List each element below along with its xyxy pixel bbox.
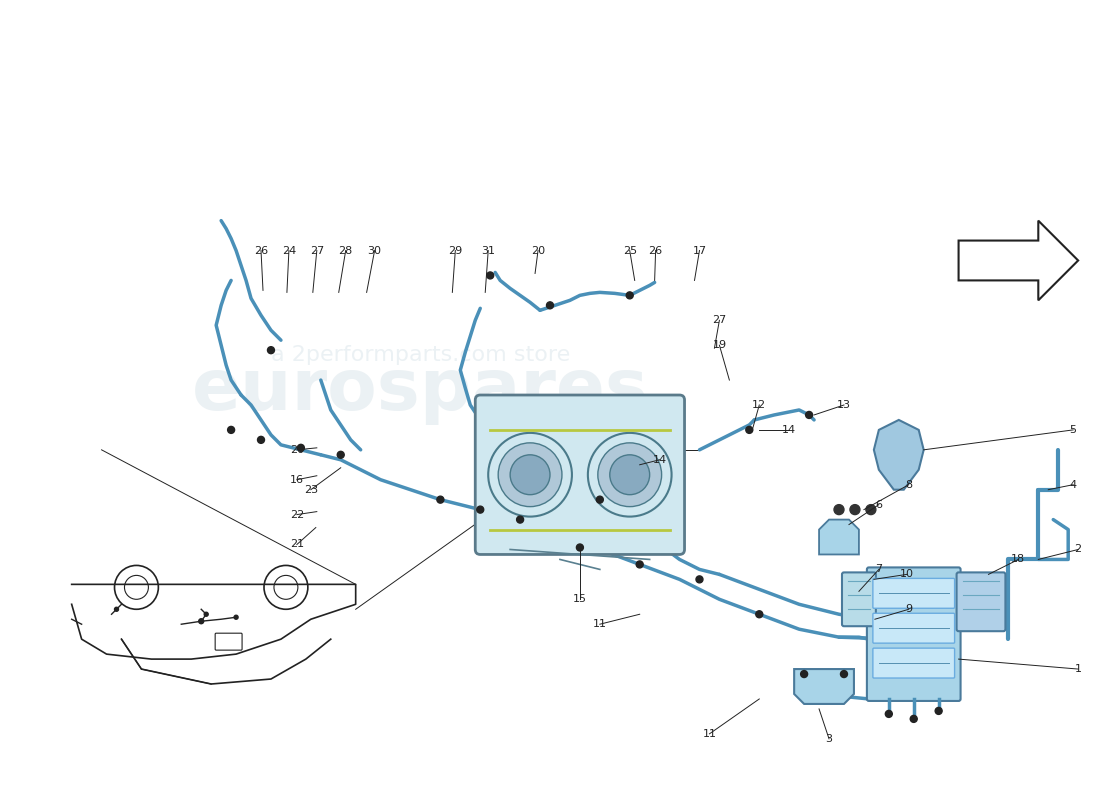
Text: 17: 17 xyxy=(692,246,706,255)
Text: 19: 19 xyxy=(713,340,726,350)
Text: 11: 11 xyxy=(703,729,716,739)
Text: 16: 16 xyxy=(290,474,304,485)
Circle shape xyxy=(199,618,204,624)
Circle shape xyxy=(257,436,264,443)
Polygon shape xyxy=(958,221,1078,300)
Circle shape xyxy=(205,612,208,616)
Circle shape xyxy=(746,426,752,434)
Circle shape xyxy=(805,411,813,418)
Circle shape xyxy=(486,272,494,279)
Circle shape xyxy=(850,505,860,514)
Text: 30: 30 xyxy=(367,246,382,255)
FancyBboxPatch shape xyxy=(867,567,960,701)
Circle shape xyxy=(476,506,484,513)
Text: 21: 21 xyxy=(289,539,304,550)
Circle shape xyxy=(801,670,807,678)
Circle shape xyxy=(234,615,238,619)
Text: 10: 10 xyxy=(900,570,914,579)
Circle shape xyxy=(517,516,524,523)
FancyBboxPatch shape xyxy=(873,578,955,608)
Text: 5: 5 xyxy=(1069,425,1077,435)
Text: 7: 7 xyxy=(876,565,882,574)
Circle shape xyxy=(267,346,275,354)
Text: eurospares: eurospares xyxy=(192,355,649,425)
Text: 6: 6 xyxy=(876,500,882,510)
Circle shape xyxy=(547,302,553,309)
Circle shape xyxy=(597,443,661,506)
Circle shape xyxy=(834,505,844,514)
Text: 20: 20 xyxy=(531,246,546,255)
Polygon shape xyxy=(820,519,859,554)
Text: 20: 20 xyxy=(289,445,304,455)
Text: 8: 8 xyxy=(905,480,912,490)
Text: 28: 28 xyxy=(339,246,353,255)
Circle shape xyxy=(756,610,762,618)
Circle shape xyxy=(437,496,444,503)
Circle shape xyxy=(886,710,892,718)
Text: 24: 24 xyxy=(282,246,296,255)
Text: 26: 26 xyxy=(254,246,268,255)
Circle shape xyxy=(338,451,344,458)
Polygon shape xyxy=(873,420,924,490)
Text: 27: 27 xyxy=(310,246,323,255)
Circle shape xyxy=(636,561,644,568)
FancyBboxPatch shape xyxy=(957,572,1005,631)
FancyBboxPatch shape xyxy=(475,395,684,554)
Circle shape xyxy=(935,707,942,714)
Circle shape xyxy=(866,505,876,514)
Text: 4: 4 xyxy=(1069,480,1077,490)
Text: 9: 9 xyxy=(905,604,912,614)
Circle shape xyxy=(576,544,583,551)
Text: 27: 27 xyxy=(713,315,726,326)
Text: 12: 12 xyxy=(752,400,767,410)
Text: 3: 3 xyxy=(825,734,833,744)
Text: 29: 29 xyxy=(448,246,462,255)
Circle shape xyxy=(626,292,634,299)
Circle shape xyxy=(228,426,234,434)
Text: 14: 14 xyxy=(782,425,796,435)
Circle shape xyxy=(114,607,119,611)
FancyBboxPatch shape xyxy=(842,572,876,626)
Text: 23: 23 xyxy=(304,485,318,494)
Text: 11: 11 xyxy=(593,619,607,630)
Text: 25: 25 xyxy=(623,246,637,255)
Text: a 2performparts.com store: a 2performparts.com store xyxy=(271,345,570,365)
FancyBboxPatch shape xyxy=(873,648,955,678)
Text: 15: 15 xyxy=(573,594,587,604)
Text: 14: 14 xyxy=(652,454,667,465)
Text: 22: 22 xyxy=(289,510,304,520)
FancyBboxPatch shape xyxy=(873,614,955,643)
Circle shape xyxy=(510,455,550,494)
Text: 2: 2 xyxy=(1075,545,1081,554)
Circle shape xyxy=(498,443,562,506)
Polygon shape xyxy=(794,669,854,704)
Circle shape xyxy=(596,496,603,503)
Text: 1: 1 xyxy=(1075,664,1081,674)
Circle shape xyxy=(297,444,305,451)
Text: 18: 18 xyxy=(1011,554,1025,565)
Text: 26: 26 xyxy=(649,246,662,255)
Circle shape xyxy=(840,670,847,678)
Circle shape xyxy=(910,715,917,722)
Text: 13: 13 xyxy=(837,400,851,410)
Circle shape xyxy=(696,576,703,583)
Text: 31: 31 xyxy=(481,246,495,255)
Circle shape xyxy=(609,455,650,494)
